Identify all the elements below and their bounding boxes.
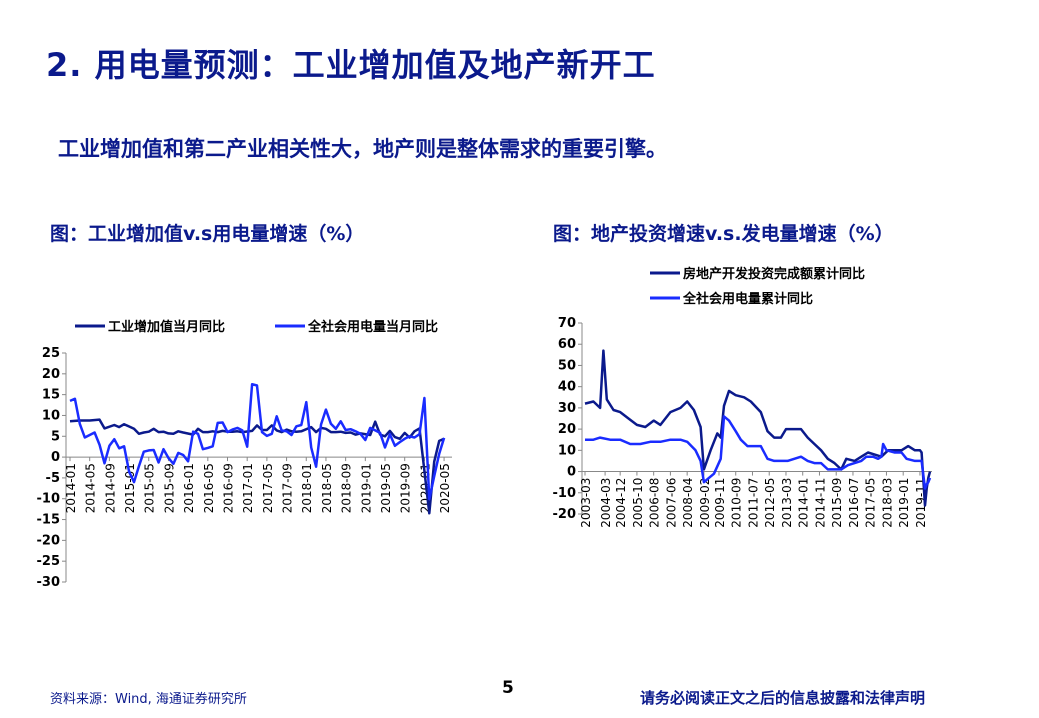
x-tick-label: 2007-06: [664, 478, 678, 528]
x-tick-label: 2014-01: [64, 463, 78, 513]
y-tick-label: -30: [37, 575, 61, 590]
x-tick-label: 2019-01: [897, 478, 911, 528]
x-tick-label: 2014-05: [84, 463, 98, 513]
x-tick-label: 2018-09: [340, 463, 354, 513]
x-tick-label: 2018-03: [880, 478, 894, 528]
x-tick-label: 2013-03: [780, 478, 794, 528]
x-tick-label: 2014-01: [797, 478, 811, 528]
x-tick-label: 2015-09: [162, 463, 176, 513]
left-figure-title: 图：工业增加值v.s用电量增速（%）: [50, 223, 365, 245]
x-tick-label: 2016-09: [222, 463, 236, 513]
y-tick-label: 25: [42, 346, 60, 361]
y-tick-label: 0: [51, 450, 60, 465]
industrial-vs-power-chart: 工业增加值当月同比 全社会用电量当月同比 25 20 15 10 5 0 -5 -10 -15 -20…: [37, 319, 453, 590]
x-tick-label: 2004-12: [614, 478, 628, 528]
y-tick-label: -5: [46, 471, 60, 486]
y-tick-label: 60: [558, 337, 576, 352]
x-tick-label: 2009-11: [713, 478, 727, 528]
series-line-1: [69, 418, 445, 515]
x-tick-label: 2004-03: [599, 478, 613, 528]
x-tick-label: 2012-05: [763, 478, 777, 528]
y-tick-label: 15: [42, 388, 60, 403]
y-tick-label: 5: [51, 429, 60, 444]
x-tick-label: 2014-09: [103, 463, 117, 513]
y-tick-label: 50: [558, 358, 576, 373]
legend-label: 全社会用电量累计同比: [682, 291, 813, 307]
x-tick-label: 2019-09: [399, 463, 413, 513]
x-tick-label: 2018-01: [300, 463, 314, 513]
y-tick-label: 20: [558, 422, 576, 437]
x-tick-label: 2011-07: [746, 478, 760, 528]
y-tick-label: -20: [553, 507, 577, 522]
y-tick-label: -25: [37, 554, 61, 569]
page-number: 5: [502, 678, 514, 698]
y-tick-label: 20: [42, 367, 60, 382]
x-tick-label: 2019-05: [379, 463, 393, 513]
y-tick-label: 0: [567, 465, 576, 480]
slide-title: 2. 用电量预测：工业增加值及地产新开工: [46, 46, 656, 84]
x-tick-label: 2014-11: [813, 478, 827, 528]
series-line-2: [69, 382, 446, 501]
y-tick-label: -10: [37, 492, 61, 507]
series-line-1: [584, 349, 932, 507]
y-tick-label: 70: [558, 316, 576, 331]
x-tick-label: 2016-05: [202, 463, 216, 513]
y-tick-label: -10: [553, 486, 577, 501]
x-tick-label: 2016-07: [847, 478, 861, 528]
series-line-2: [585, 415, 932, 490]
x-tick-label: 2015-05: [143, 463, 157, 513]
x-tick-label: 2009-02: [698, 478, 712, 528]
y-tick-label: 10: [42, 408, 60, 423]
right-figure-title: 图：地产投资增速v.s.发电量增速（%）: [553, 223, 894, 245]
x-tick-label: 2017-05: [261, 463, 275, 513]
x-tick-label: 2019-01: [359, 463, 373, 513]
x-tick-label: 2010-09: [730, 478, 744, 528]
x-tick-label: 2018-05: [320, 463, 334, 513]
x-tick-label: 2008-04: [681, 478, 695, 528]
y-tick-label: -15: [37, 513, 61, 528]
x-tick-label: 2015-01: [123, 463, 137, 513]
y-tick-label: 30: [558, 401, 576, 416]
x-tick-label: 2003-03: [579, 478, 593, 528]
x-tick-label: 2017-01: [241, 463, 255, 513]
x-tick-label: 2017-05: [864, 478, 878, 528]
x-tick-label: 2016-01: [182, 463, 196, 513]
slide-subtitle: 工业增加值和第二产业相关性大，地产则是整体需求的重要引擎。: [58, 137, 667, 161]
x-tick-label: 2015-09: [830, 478, 844, 528]
x-tick-label: 2006-08: [648, 478, 662, 528]
legend-label: 工业增加值当月同比: [108, 319, 225, 335]
x-tick-label: 2005-10: [631, 478, 645, 528]
legend-label: 全社会用电量当月同比: [307, 319, 438, 335]
y-tick-label: 10: [558, 443, 576, 458]
legal-disclaimer: 请务必阅读正文之后的信息披露和法律声明: [640, 689, 926, 707]
footer-source: 资料来源：Wind, 海通证券研究所: [50, 692, 247, 707]
y-tick-label: 40: [558, 380, 576, 395]
x-tick-label: 2017-09: [281, 463, 295, 513]
x-tick-label: 2020-05: [438, 463, 452, 513]
y-tick-label: -20: [37, 533, 61, 548]
legend-label: 房地产开发投资完成额累计同比: [683, 266, 865, 282]
